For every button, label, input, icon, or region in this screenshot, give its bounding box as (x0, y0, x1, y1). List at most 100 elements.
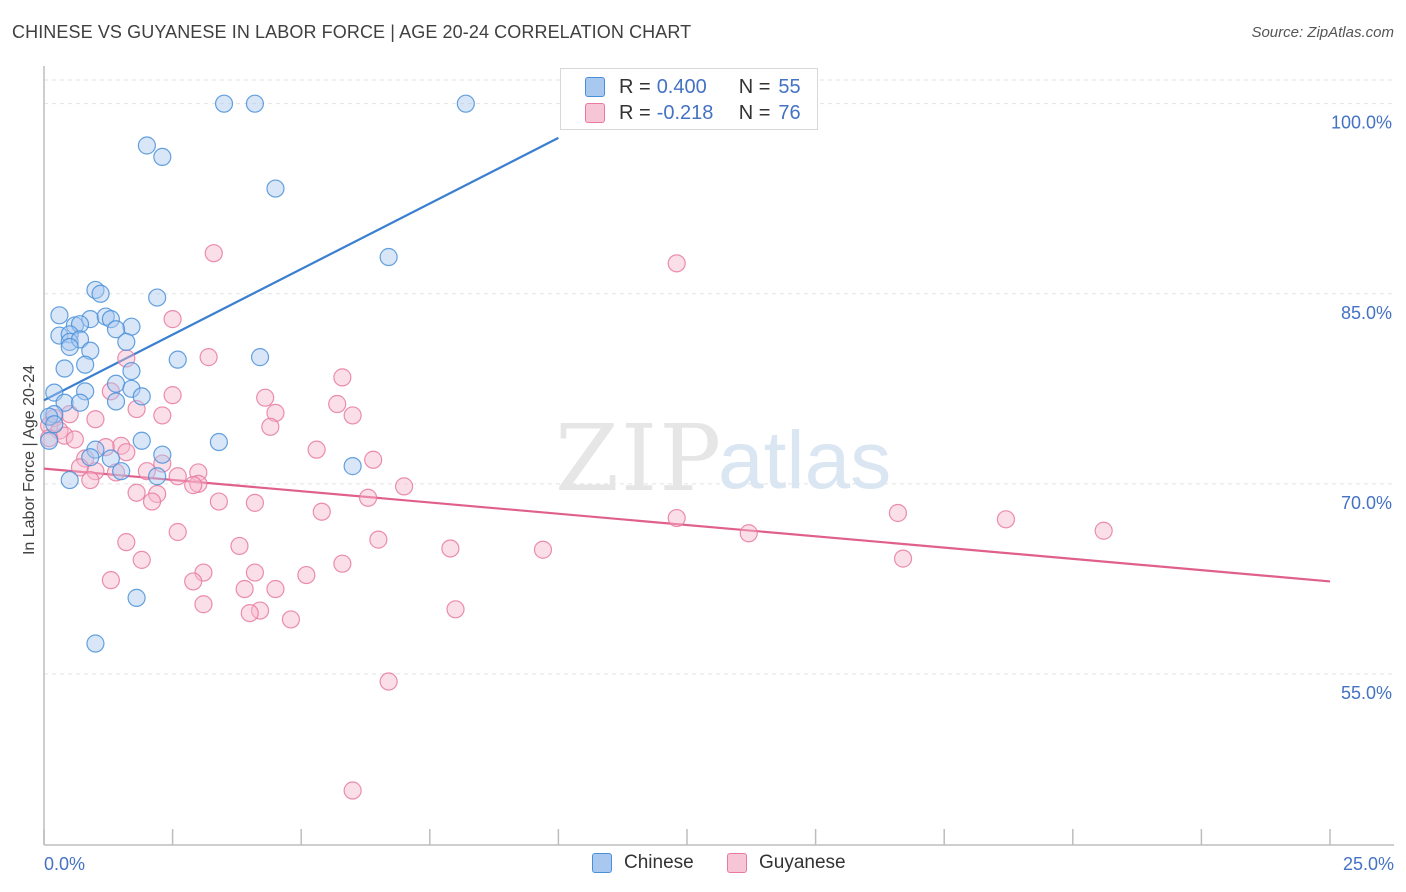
guyanese-point (888, 503, 908, 523)
chinese-r-label: R = (619, 75, 651, 98)
chinese-trend-line (43, 136, 559, 402)
chinese-point (153, 445, 172, 464)
chinese-point (117, 332, 136, 352)
guyanese-point (312, 502, 331, 521)
guyanese-point (281, 610, 301, 629)
guyanese-point (893, 549, 913, 568)
chinese-point (50, 306, 69, 325)
chinese-r-value: 0.400 (656, 75, 707, 98)
guyanese-point (394, 477, 414, 496)
chinese-point (45, 415, 64, 434)
guyanese-point (333, 554, 352, 573)
x-tick-label: 0.0% (44, 854, 85, 874)
chinese-point (55, 359, 74, 378)
chinese-point (245, 94, 265, 113)
guyanese-point (86, 462, 105, 481)
chinese-point (106, 374, 126, 393)
bottom-guyanese-swatch (727, 853, 747, 873)
guyanese-point (204, 244, 223, 263)
guyanese-point (245, 493, 265, 512)
guyanese-r-label: R = (619, 101, 651, 124)
guyanese-trend-line (43, 467, 1331, 583)
guyanese-point (358, 488, 378, 507)
bottom-legend-guyanese: Guyanese (727, 852, 846, 874)
chinese-point (132, 431, 151, 450)
bottom-guyanese-label: Guyanese (759, 852, 846, 873)
guyanese-point (343, 781, 362, 800)
x-tick-label: 25.0% (1343, 854, 1394, 874)
guyanese-points (40, 244, 1113, 800)
chinese-point (153, 147, 172, 167)
chinese-point (76, 355, 95, 374)
guyanese-point (81, 470, 100, 490)
chinese-point (96, 307, 115, 326)
guyanese-point (230, 536, 249, 556)
chinese-n-label: N = (738, 75, 771, 98)
guyanese-point (137, 462, 156, 481)
chinese-point (122, 379, 141, 398)
guyanese-point (1094, 521, 1113, 540)
chinese-point (81, 448, 100, 467)
chinese-point (70, 330, 90, 349)
guyanese-point (739, 524, 758, 543)
chinese-point (168, 350, 187, 369)
guyanese-point (65, 430, 84, 449)
chinese-point (209, 432, 228, 452)
chinese-point (60, 337, 79, 357)
guyanese-point (307, 440, 326, 459)
watermark: ZIP atlas (555, 405, 891, 512)
legend-row-chinese: R = 0.400 N = 55 (585, 74, 801, 100)
chinese-point (127, 588, 146, 607)
guyanese-point (163, 386, 182, 405)
chinese-point (101, 449, 120, 468)
chart-title: CHINESE VS GUYANESE IN LABOR FORCE | AGE… (12, 22, 692, 42)
source-label: Source: ZipAtlas.com (1251, 24, 1394, 41)
y-tick-label: 55.0% (1341, 683, 1392, 703)
axes (43, 66, 1394, 846)
chinese-point (266, 179, 285, 198)
guyanese-point (184, 572, 203, 591)
guyanese-n-value: 76 (778, 101, 801, 124)
chinese-point (250, 348, 270, 367)
y-tick-label: 70.0% (1341, 493, 1392, 513)
chinese-point (101, 310, 120, 329)
legend-row-guyanese: R = -0.218 N = 76 (585, 100, 801, 126)
guyanese-point (533, 540, 553, 559)
chinese-n-value: 55 (778, 75, 801, 98)
guyanese-point (446, 600, 465, 619)
chinese-point (81, 310, 100, 329)
chinese-point (76, 382, 95, 401)
chinese-point (86, 634, 105, 653)
guyanese-point (266, 579, 285, 599)
guyanese-point (60, 405, 79, 424)
chinese-point (132, 387, 151, 406)
guyanese-point (667, 508, 686, 528)
guyanese-point (261, 417, 280, 436)
chinese-point (122, 317, 141, 336)
y-tick-label: 85.0% (1341, 303, 1392, 323)
guyanese-point (142, 492, 162, 511)
chinese-point (214, 94, 234, 113)
stats-legend: R = 0.400 N = 55 R = -0.218 N = 76 (560, 68, 818, 130)
guyanese-point (245, 563, 265, 582)
chinese-point (40, 431, 59, 450)
chinese-point (148, 288, 167, 307)
chinese-point (60, 325, 79, 344)
chinese-point (70, 393, 90, 412)
chinese-point (379, 247, 398, 267)
guyanese-point (117, 443, 136, 462)
chinese-point (91, 284, 110, 303)
axis-ticks: 0.0% 25.0% (43, 829, 1394, 874)
watermark-atlas: atlas (718, 415, 891, 506)
y-axis-label: In Labor Force | Age 20-24 (21, 365, 38, 555)
guyanese-point (86, 410, 105, 429)
chinese-point (122, 361, 141, 381)
chinese-points (40, 94, 475, 653)
guyanese-point (328, 394, 347, 414)
guyanese-point (369, 530, 388, 549)
guyanese-point (153, 406, 172, 425)
chinese-point (137, 136, 156, 155)
chinese-point (81, 341, 100, 360)
guyanese-point (127, 483, 146, 502)
